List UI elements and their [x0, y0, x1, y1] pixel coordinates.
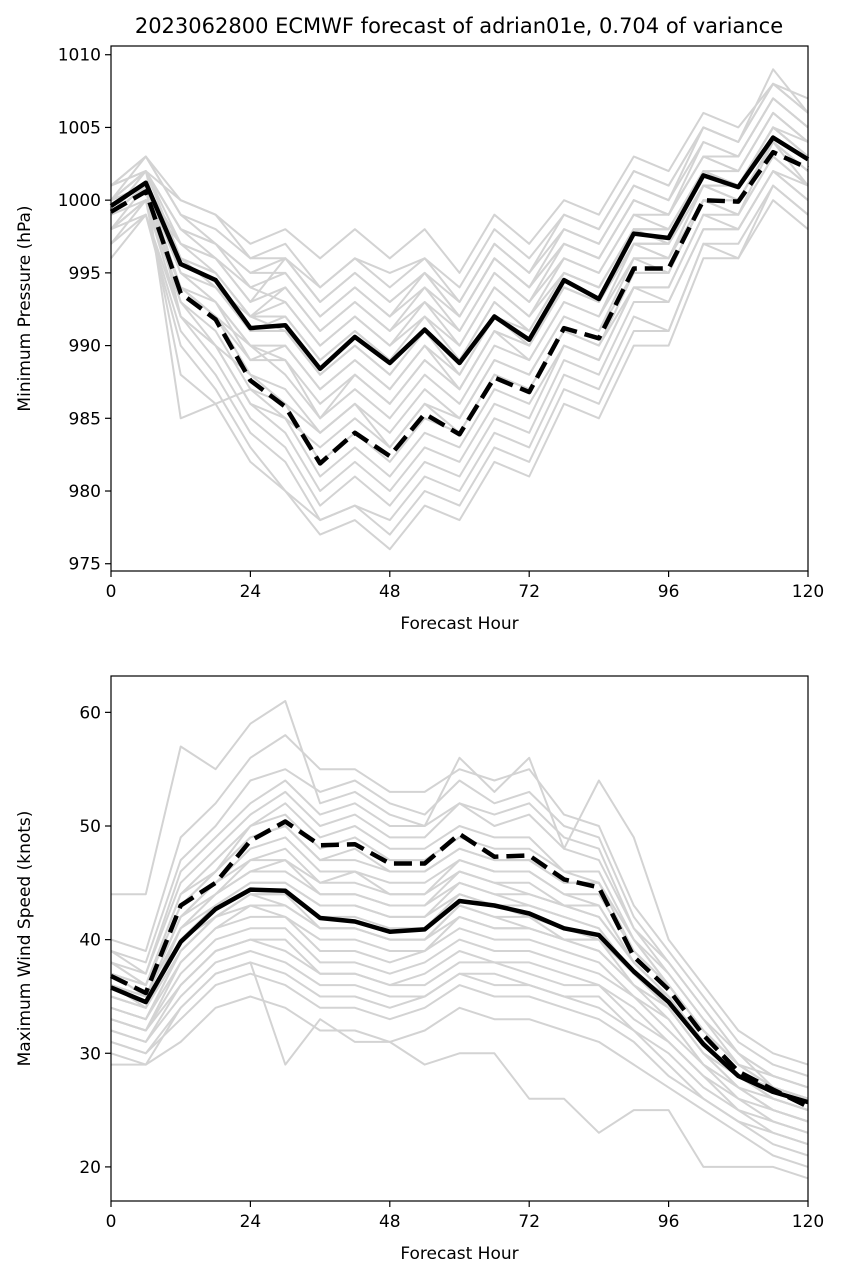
- wind-ensemble-member-28: [110, 825, 809, 1100]
- wind-ensemble-member-16: [111, 700, 809, 1066]
- wind-ensemble-member-20: [110, 813, 809, 1100]
- wind-y-tick-label: 20: [79, 1158, 101, 1178]
- pressure-ensemble-member-23: [110, 170, 809, 478]
- pressure-ensemble-member-25: [110, 82, 809, 303]
- wind-ensemble-member-21: [110, 938, 809, 1134]
- wind-highlight-lines: [110, 819, 809, 1109]
- wind-x-axis-label: Forecast Hour: [400, 1244, 518, 1264]
- pressure-solid-line: [109, 135, 810, 372]
- wind-ensemble-member-11: [110, 734, 809, 1077]
- pressure-y-tick-label: 1000: [58, 191, 101, 211]
- wind-dashed-line: [110, 819, 809, 1109]
- pressure-y-tick-label: 990: [69, 337, 101, 357]
- pressure-y-axis-label: Minimum Pressure (hPa): [15, 205, 35, 411]
- wind-ensemble-member-29: [110, 893, 809, 1112]
- wind-ensemble-member-15: [110, 927, 809, 1123]
- wind-y-tick-label: 60: [79, 703, 101, 723]
- pressure-ensemble-member-11: [110, 82, 809, 274]
- wind-ensemble-member-25: [110, 961, 809, 1146]
- wind-x-tick-label: 120: [792, 1212, 824, 1232]
- pressure-x-tick-label: 24: [240, 582, 262, 602]
- pressure-axes-frame: [110, 45, 809, 572]
- pressure-ensemble-member-28: [110, 126, 809, 420]
- pressure-highlight-lines: [109, 135, 810, 466]
- pressure-dashed-line: [109, 149, 809, 466]
- pressure-ensemble-member-27: [110, 97, 809, 318]
- pressure-ensemble-member-12: [110, 199, 809, 551]
- wind-ensemble-lines: [110, 700, 809, 1180]
- pressure-x-tick-label: 72: [518, 582, 540, 602]
- wind-x-tick-label: 24: [240, 1212, 262, 1232]
- pressure-panel: 0 24 48 72 96 120 975 980 985 990 995 1000 1005 1010…: [15, 45, 824, 634]
- wind-x-tick-label: 48: [379, 1212, 401, 1232]
- pressure-y-tick-label: 975: [69, 555, 101, 575]
- pressure-y-tick-label: 1010: [58, 46, 101, 66]
- pressure-y-tick-label: 980: [69, 482, 101, 502]
- wind-y-tick-label: 50: [79, 817, 101, 837]
- wind-solid-line: [110, 887, 809, 1105]
- pressure-x-tick-label: 0: [106, 582, 117, 602]
- wind-y-axis-label: Maximum Wind Speed (knots): [15, 811, 35, 1067]
- pressure-ensemble-lines: [110, 68, 809, 551]
- wind-ensemble-member-5: [110, 972, 809, 1157]
- pressure-y-tick-label: 1005: [58, 118, 101, 138]
- pressure-ensemble-member-29: [110, 141, 809, 449]
- pressure-x-tick-label: 48: [379, 582, 401, 602]
- wind-axes-frame: [110, 675, 809, 1202]
- wind-y-tick-label: 30: [79, 1044, 101, 1064]
- wind-x-tick-label: 96: [658, 1212, 680, 1232]
- wind-y-ticks: 20 30 40 50 60: [79, 703, 111, 1178]
- wind-ensemble-member-27: [110, 915, 809, 1123]
- wind-panel: 0 24 48 72 96 120 20 30 40 50 60 Forecast Hour Ma…: [15, 675, 824, 1264]
- pressure-ensemble-member-22: [110, 111, 809, 347]
- pressure-y-tick-label: 985: [69, 409, 101, 429]
- wind-ensemble-member-12: [110, 995, 809, 1168]
- wind-x-ticks: 0 24 48 72 96 120: [106, 1201, 824, 1232]
- chart-title: 2023062800 ECMWF forecast of adrian01e, …: [135, 14, 783, 38]
- wind-x-tick-label: 0: [106, 1212, 117, 1232]
- pressure-x-tick-label: 96: [658, 582, 680, 602]
- pressure-y-ticks: 975 980 985 990 995 1000 1005 1010: [58, 46, 111, 575]
- pressure-y-tick-label: 995: [69, 264, 101, 284]
- wind-y-tick-label: 40: [79, 931, 101, 951]
- pressure-x-tick-label: 120: [792, 582, 824, 602]
- wind-x-tick-label: 72: [518, 1212, 540, 1232]
- wind-ensemble-member-24: [110, 779, 809, 1089]
- pressure-x-axis-label: Forecast Hour: [400, 614, 518, 634]
- pressure-x-ticks: 0 24 48 72 96 120: [106, 571, 824, 602]
- pressure-ensemble-member-26: [110, 184, 809, 522]
